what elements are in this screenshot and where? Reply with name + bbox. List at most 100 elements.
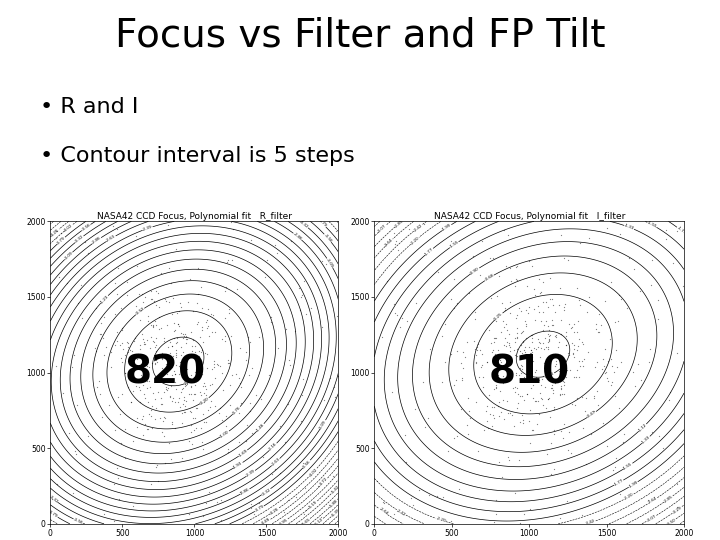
Point [188, 375, 199, 383]
Point [109, 341, 121, 349]
Point [580, 460, 592, 469]
Point [176, 384, 187, 393]
Text: -3.79: -3.79 [55, 235, 66, 246]
Point [234, 379, 246, 388]
Point [257, 453, 269, 461]
Point [611, 363, 623, 372]
Point [143, 312, 154, 320]
Point [179, 396, 190, 404]
Point [112, 264, 124, 272]
Point [105, 348, 117, 357]
Point [555, 382, 567, 390]
Point [163, 298, 174, 306]
Point [410, 299, 422, 307]
Point [50, 234, 61, 243]
Text: -3.29: -3.29 [672, 505, 683, 514]
Point [171, 361, 182, 370]
Point [422, 414, 433, 422]
Point [554, 283, 566, 292]
Point [610, 346, 621, 354]
Point [495, 356, 506, 364]
Point [163, 439, 174, 448]
Point [296, 390, 307, 399]
Point [170, 345, 181, 354]
Point [542, 330, 554, 339]
Point [532, 301, 544, 310]
Point [530, 291, 541, 299]
Point [515, 361, 526, 369]
Point [514, 518, 526, 527]
Text: -2.64: -2.64 [647, 496, 658, 505]
Point [424, 344, 436, 353]
Point [529, 368, 541, 376]
Point [193, 352, 204, 360]
Point [488, 333, 500, 342]
Point [538, 278, 549, 287]
Point [599, 345, 611, 354]
Point [145, 321, 157, 329]
Point [171, 333, 183, 342]
Point [498, 415, 510, 423]
Point [176, 357, 188, 366]
Point [548, 388, 559, 397]
Point [147, 321, 158, 330]
Point [549, 405, 560, 414]
Text: -3.79: -3.79 [48, 510, 59, 519]
Point [590, 319, 601, 328]
Text: -1.33: -1.33 [641, 435, 651, 445]
Text: -2.20: -2.20 [410, 236, 420, 246]
Point [539, 334, 551, 342]
Point [461, 421, 472, 430]
Point [219, 314, 230, 322]
Point [510, 262, 522, 271]
Point [261, 256, 273, 265]
Point [592, 358, 603, 367]
Point [574, 357, 585, 366]
Point [598, 361, 610, 370]
Point [501, 338, 513, 346]
Point [504, 298, 516, 307]
Point [127, 387, 139, 396]
Point [175, 303, 186, 312]
Point [176, 351, 187, 360]
Point [174, 306, 185, 315]
Point [488, 414, 500, 423]
Point [143, 425, 154, 434]
Point [197, 326, 208, 334]
Point [497, 395, 508, 404]
Point [514, 418, 526, 427]
Point [223, 309, 235, 318]
Point [182, 298, 194, 306]
Point [474, 271, 486, 279]
Point [135, 345, 146, 353]
Point [413, 486, 425, 495]
Point [185, 353, 197, 361]
Point [482, 357, 493, 366]
Point [212, 360, 223, 368]
Point [560, 341, 572, 349]
Text: -1.46: -1.46 [256, 422, 266, 433]
Point [186, 382, 197, 391]
Point [320, 259, 331, 268]
Point [145, 294, 157, 303]
Point [558, 420, 570, 428]
Point [671, 503, 683, 512]
Point [451, 432, 463, 441]
Point [185, 421, 197, 430]
Point [278, 508, 289, 516]
Point [517, 416, 528, 424]
Point [188, 389, 199, 398]
Point [179, 329, 191, 338]
Point [220, 332, 231, 340]
Point [485, 338, 497, 347]
Point [159, 366, 171, 374]
Point [149, 317, 161, 326]
Text: -3.50: -3.50 [666, 517, 677, 526]
Point [150, 286, 161, 295]
Point [222, 359, 233, 368]
Point [156, 375, 167, 384]
Point [120, 369, 131, 377]
Point [509, 351, 521, 360]
Point [165, 279, 176, 288]
Point [516, 353, 527, 362]
